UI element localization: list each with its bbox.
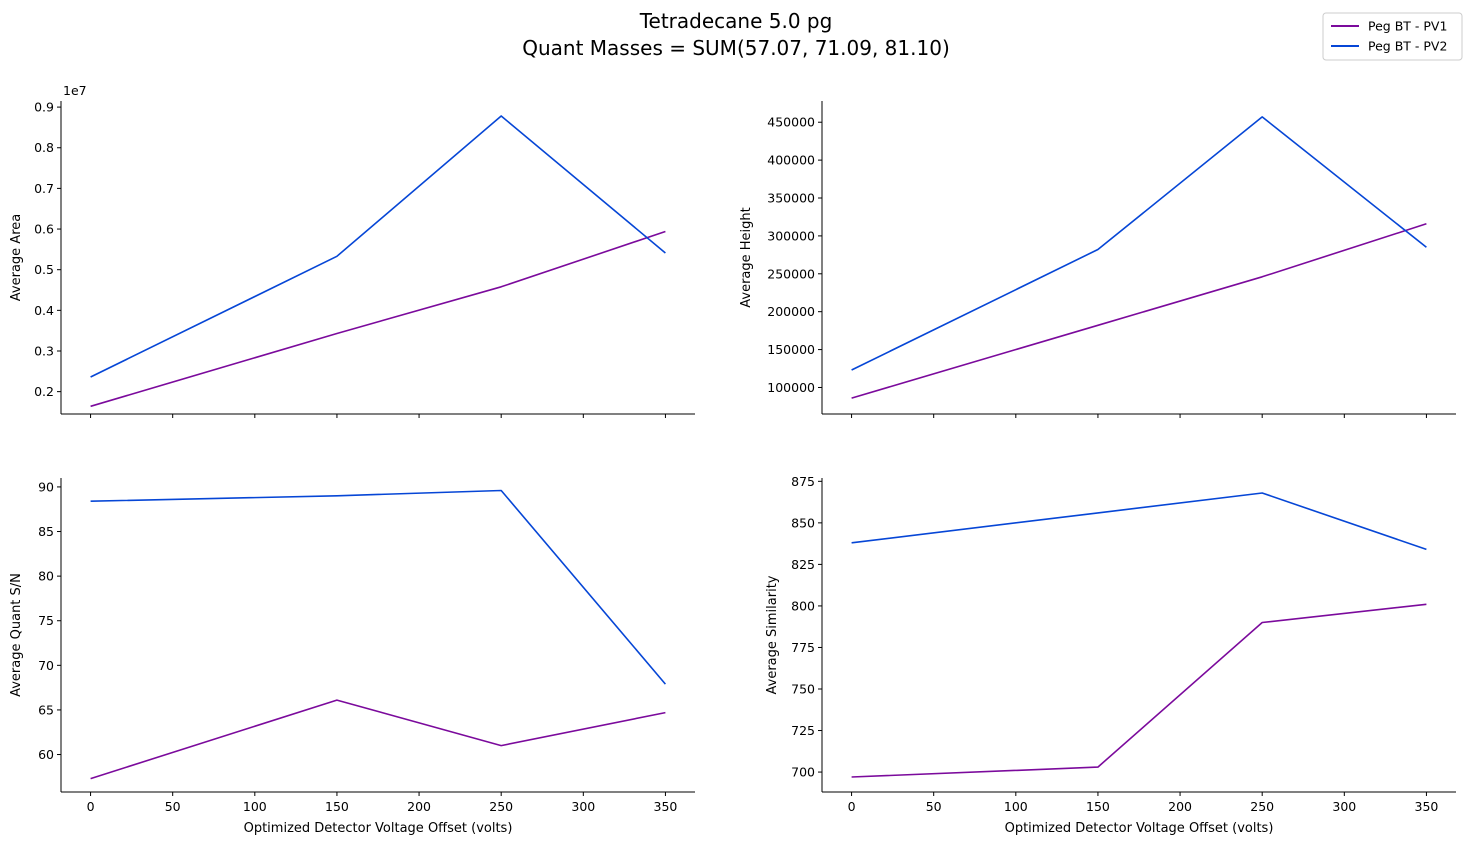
y-tick-label: 100000 xyxy=(767,380,815,395)
figure-title-line-1: Tetradecane 5.0 pg xyxy=(639,9,833,33)
y-tick-label: 300000 xyxy=(767,228,815,243)
y-tick-label: 0.6 xyxy=(34,222,54,237)
x-tick-label: 0 xyxy=(87,799,95,814)
x-tick-label: 150 xyxy=(325,799,349,814)
y-tick-label: 0.2 xyxy=(34,384,54,399)
x-tick-label: 50 xyxy=(165,799,181,814)
y-tick-label: 0.7 xyxy=(34,181,54,196)
legend-frame xyxy=(1322,12,1463,61)
x-tick-label: 150 xyxy=(1086,799,1110,814)
y-tick-label: 850 xyxy=(791,515,815,530)
x-tick-label: 250 xyxy=(1250,799,1274,814)
y-tick-label: 400000 xyxy=(767,153,815,168)
y-tick-label: 775 xyxy=(791,640,815,655)
x-tick-label: 100 xyxy=(243,799,267,814)
y-tick-label: 750 xyxy=(791,681,815,696)
y-tick-label: 450000 xyxy=(767,115,815,130)
series-line-peg-bt-pv1 xyxy=(851,603,1427,778)
y-axis-label: Average Area xyxy=(9,214,24,301)
y-tick-label: 0.3 xyxy=(34,343,54,358)
x-tick-label: 350 xyxy=(654,799,678,814)
y-tick-label: 825 xyxy=(791,557,815,572)
y-tick-label: 80 xyxy=(38,569,54,584)
x-axis-label: Optimized Detector Voltage Offset (volts… xyxy=(244,821,513,836)
y-tick-label: 60 xyxy=(38,747,54,762)
x-tick-label: 350 xyxy=(1415,799,1439,814)
y-tick-label: 0.5 xyxy=(34,262,54,277)
legend-label-peg-bt-pv1: Peg BT - PV1 xyxy=(1368,19,1447,34)
legend-label-peg-bt-pv2: Peg BT - PV2 xyxy=(1368,39,1447,54)
x-axis-label: Optimized Detector Voltage Offset (volts… xyxy=(1005,821,1274,836)
legend: Peg BT - PV1 Peg BT - PV2 xyxy=(1322,12,1463,61)
series-line-peg-bt-pv2 xyxy=(90,489,667,685)
x-tick-label: 300 xyxy=(571,799,595,814)
y-offset-text: 1e7 xyxy=(63,83,87,98)
series-line-peg-bt-pv1 xyxy=(851,223,1427,399)
series-line-peg-bt-pv2 xyxy=(851,116,1427,371)
y-tick-label: 150000 xyxy=(767,342,815,357)
series-line-peg-bt-pv1 xyxy=(90,230,666,408)
x-tick-label: 0 xyxy=(848,799,856,814)
y-tick-label: 700 xyxy=(791,765,815,780)
y-tick-label: 0.9 xyxy=(34,100,54,115)
y-tick-label: 200000 xyxy=(767,304,815,319)
x-tick-label: 200 xyxy=(407,799,431,814)
y-tick-label: 75 xyxy=(38,613,54,628)
subplot-average-similarity: 700 725 750 775 800 825 850 875 0 50 100 150 200 250 3… xyxy=(765,474,1456,836)
series-line-peg-bt-pv2 xyxy=(851,492,1427,551)
series-line-peg-bt-pv1 xyxy=(90,699,666,780)
x-tick-label: 200 xyxy=(1168,799,1192,814)
x-tick-label: 100 xyxy=(1004,799,1028,814)
subplot-average-height: 100000 150000 200000 250000 300000 350000 4000… xyxy=(739,101,1456,418)
y-tick-label: 0.4 xyxy=(34,303,54,318)
y-tick-label: 85 xyxy=(38,524,54,539)
y-tick-label: 800 xyxy=(791,598,815,613)
y-axis-label: Average Height xyxy=(739,207,754,308)
y-axis-label: Average Similarity xyxy=(765,575,780,694)
y-tick-label: 350000 xyxy=(767,191,815,206)
subplot-average-area: 0.2 0.3 0.4 0.5 0.6 0.7 0.8 0.9 1e7 Average Area xyxy=(9,83,695,418)
x-tick-label: 300 xyxy=(1332,799,1356,814)
y-tick-label: 70 xyxy=(38,658,54,673)
y-tick-label: 0.8 xyxy=(34,140,54,155)
y-tick-label: 725 xyxy=(791,723,815,738)
x-tick-label: 250 xyxy=(489,799,513,814)
y-axis-label: Average Quant S/N xyxy=(9,573,24,697)
series-line-peg-bt-pv2 xyxy=(90,115,666,378)
y-tick-label: 65 xyxy=(38,702,54,717)
figure-title-line-2: Quant Masses = SUM(57.07, 71.09, 81.10) xyxy=(522,36,950,60)
x-tick-label: 50 xyxy=(926,799,942,814)
y-tick-label: 90 xyxy=(38,479,54,494)
y-tick-label: 250000 xyxy=(767,266,815,281)
y-tick-label: 875 xyxy=(791,474,815,489)
subplot-average-quant-sn: 60 65 70 75 80 85 90 0 50 100 150 200 250 300 350 Avera… xyxy=(9,478,695,836)
